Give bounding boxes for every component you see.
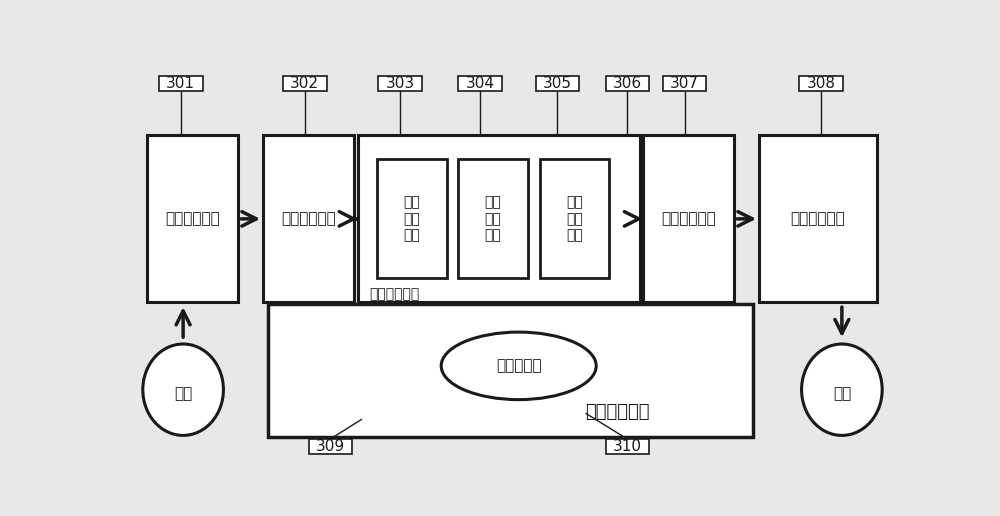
Bar [458, 159, 528, 279]
Bar [663, 76, 706, 91]
Text: 任务调度模块: 任务调度模块 [585, 402, 649, 421]
Text: 消息: 消息 [833, 386, 851, 401]
Bar [606, 76, 649, 91]
Text: 任务状态机: 任务状态机 [496, 359, 542, 374]
Bar [759, 135, 877, 302]
Text: 303: 303 [386, 76, 415, 91]
Bar [606, 439, 649, 454]
Text: 308: 308 [806, 76, 835, 91]
Bar [540, 159, 609, 279]
Text: 302: 302 [290, 76, 319, 91]
Text: 多级工作队列: 多级工作队列 [281, 212, 336, 227]
Bar [147, 135, 238, 302]
Bar [458, 76, 502, 91]
Text: 消息发送队列: 消息发送队列 [661, 212, 716, 227]
Text: 310: 310 [613, 439, 642, 454]
Text: 消息: 消息 [174, 386, 192, 401]
Ellipse shape [802, 344, 882, 436]
Bar [799, 76, 843, 91]
Bar [309, 439, 352, 454]
Text: 系统
控制
任务: 系统 控制 任务 [403, 196, 420, 242]
Text: 307: 307 [670, 76, 699, 91]
Bar [159, 76, 202, 91]
Bar [536, 76, 579, 91]
Text: 305: 305 [543, 76, 572, 91]
Bar [283, 76, 326, 91]
Text: 定时
处理
任务: 定时 处理 任务 [566, 196, 583, 242]
Bar [268, 304, 753, 438]
Bar [358, 135, 640, 302]
Text: 309: 309 [316, 439, 345, 454]
Text: 306: 306 [613, 76, 642, 91]
Text: 任务处理模块: 任务处理模块 [369, 287, 419, 301]
Ellipse shape [143, 344, 223, 436]
Text: 304: 304 [465, 76, 494, 91]
Bar [378, 76, 422, 91]
Bar [377, 159, 447, 279]
Bar [643, 135, 734, 302]
Ellipse shape [441, 332, 596, 399]
Text: 消息发送模块: 消息发送模块 [790, 212, 845, 227]
Bar [263, 135, 354, 302]
Text: 协议
数据
任务: 协议 数据 任务 [485, 196, 502, 242]
Text: 消息接收模块: 消息接收模块 [165, 212, 220, 227]
Text: 301: 301 [166, 76, 195, 91]
